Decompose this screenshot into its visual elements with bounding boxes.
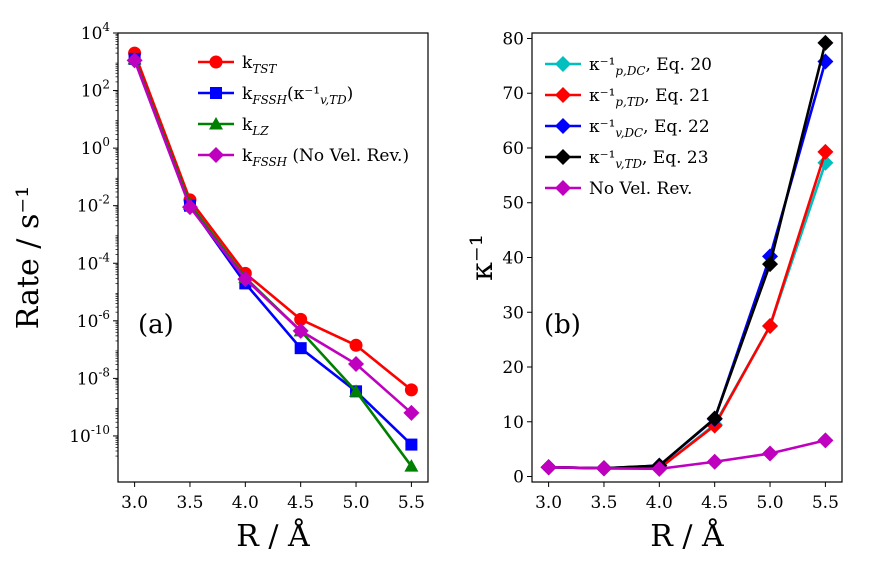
panel-b-x-tick-label: 3.0: [535, 493, 562, 513]
panel-b-series-line-p-td-eq-21: [548, 151, 827, 470]
panel-a-series-point-k-fssh-no-vel-rev: [348, 355, 365, 372]
panel-b-y-tick-label: 0: [513, 468, 524, 488]
panel-a-legend: kTST kFSSH(κ⁻¹v,TD) kLZ kFSSH (No Vel. Rev.…: [198, 53, 409, 169]
panel-b-series-point-no-vel-rev: [651, 460, 668, 477]
panel-a-y-tick-label: 10-2: [77, 193, 110, 217]
panel-b-series-line-v-td-eq-23: [548, 42, 827, 470]
panel-a-series-line-k-tst: [133, 52, 413, 391]
panel-b-series-line-no-vel-rev: [548, 439, 826, 471]
legend-label-v-td-eq-23: κ⁻¹v,TD, Eq. 23: [589, 148, 709, 171]
panel-b-series-point-no-vel-rev: [817, 432, 834, 449]
legend-label-p-dc-eq-20: κ⁻¹p,DC, Eq. 20: [589, 55, 712, 78]
legend-marker-v-dc-eq-22: [555, 118, 571, 134]
panel-b-x-tick-label: 4.5: [701, 493, 728, 513]
panel-a-y-tick-label: 10-4: [77, 250, 110, 274]
legend-marker-p-dc-eq-20: [555, 56, 571, 72]
panel-b-x-tick-label: 3.5: [590, 493, 617, 513]
panel-a-series-point-k-fssh-v-td: [294, 342, 307, 355]
panel-a-series-point-k-tst: [349, 338, 363, 352]
panel-a-y-tick-label: 102: [81, 78, 110, 102]
legend-marker-p-td-eq-21: [555, 87, 571, 103]
panel-b-series-point-no-vel-rev: [762, 445, 779, 462]
panel-b-series-point-v-td-eq-23: [762, 256, 779, 273]
panel-a-series-line-k-fssh-v-td: [133, 58, 413, 446]
panel-a-series-point-k-fssh-no-vel-rev: [181, 199, 198, 216]
panel-a-x-axis-title: R / Å: [236, 518, 310, 554]
panel-b-y-tick-label: 30: [502, 303, 524, 323]
panel-b-x-tick-label: 4.0: [646, 493, 673, 513]
panel-a-y-tick-label: 10-10: [69, 423, 110, 447]
panel-a-x-tick-label: 4.0: [232, 493, 259, 513]
panel-a-y-tick-label: 104: [81, 20, 110, 44]
legend-label-k-lz: kLZ: [242, 115, 269, 138]
panel-b-y-tick-label: 70: [502, 84, 524, 104]
legend-label-k-fssh-v-td: kFSSH(κ⁻¹v,TD): [242, 84, 353, 107]
panel-a-y-axis-title: Rate / s⁻¹: [11, 186, 46, 329]
panel-a-y-tick-label: 10-6: [77, 308, 110, 332]
panel-b-x-tick-label: 5.5: [812, 493, 839, 513]
legend-marker-v-td-eq-23: [555, 149, 571, 165]
panel-b-kappa-plot: 3.0 3.5 4.0 4.5 5.0 5.5 0 10 20 30 40 50 60 70 80 R / Å…: [465, 29, 843, 554]
panel-b-y-tick-label: 60: [502, 139, 524, 159]
legend-label-v-dc-eq-22: κ⁻¹v,DC, Eq. 22: [589, 117, 710, 140]
panel-a-series-point-k-fssh-no-vel-rev: [403, 404, 420, 421]
legend-label-p-td-eq-21: κ⁻¹p,TD, Eq. 21: [589, 86, 711, 109]
panel-b-y-tick-label: 20: [502, 358, 524, 378]
panel-a-label: (a): [138, 310, 174, 340]
panel-a-series-point-k-lz: [404, 459, 419, 472]
panel-b-series-point-p-td-eq-21: [762, 317, 779, 334]
panel-b-x-axis-title: R / Å: [650, 518, 724, 554]
panel-b-x-tick-label: 5.0: [757, 493, 784, 513]
panel-b-series-point-no-vel-rev: [706, 453, 723, 470]
legend-marker-k-fssh-no-vel-rev: [208, 147, 224, 163]
panel-a-frame: [117, 32, 429, 483]
legend-marker-no-vel-rev: [555, 180, 571, 196]
panel-a-series-line-k-fssh-no-vel-rev: [133, 59, 413, 414]
panel-a-x-tick-label: 4.5: [287, 493, 314, 513]
panel-b-series-point-v-td-eq-23: [706, 410, 723, 427]
panel-a-x-tick-label: 3.0: [121, 493, 148, 513]
legend-label-k-tst: kTST: [242, 53, 277, 76]
panel-a-y-tick-label: 100: [81, 135, 110, 159]
legend-marker-k-lz: [209, 117, 223, 130]
panel-b-y-tick-label: 40: [502, 249, 524, 269]
panel-b-y-tick-label: 50: [502, 194, 524, 214]
panel-a-series-point-k-lz: [349, 384, 364, 397]
panel-a-series-point-k-tst: [294, 312, 308, 326]
panel-b-series-point-p-td-eq-21: [817, 143, 834, 160]
panel-b-y-tick-label: 10: [502, 413, 524, 433]
panel-b-series-point-no-vel-rev: [540, 459, 557, 476]
legend-label-k-fssh-no-vel-rev: kFSSH (No Vel. Rev.): [242, 146, 409, 169]
panel-a-x-tick-label: 5.5: [398, 493, 425, 513]
panel-b-series-point-no-vel-rev: [595, 460, 612, 477]
panel-b-legend: κ⁻¹p,DC, Eq. 20 κ⁻¹p,TD, Eq. 21 κ⁻¹v,DC, E…: [545, 55, 712, 199]
panel-a-x-tick-label: 5.0: [343, 493, 370, 513]
legend-label-no-vel-rev: No Vel. Rev.: [589, 179, 692, 199]
legend-marker-k-fssh-v-td: [210, 87, 222, 99]
panel-a-series-point-k-fssh-no-vel-rev: [237, 271, 254, 288]
panel-b-label: (b): [544, 310, 581, 340]
legend-marker-k-tst: [209, 55, 223, 69]
panel-b-series-point-v-td-eq-23: [817, 34, 834, 51]
panel-a-x-tick-label: 3.5: [176, 493, 203, 513]
panel-a-series-point-k-tst: [404, 383, 418, 397]
panel-a-rate-plot: 3.0 3.5 4.0 4.5 5.0 5.5 104 102 100 10-2 10-4 10-6 1…: [11, 20, 429, 554]
panel-a-series-point-k-fssh-v-td: [405, 438, 418, 451]
panel-b-y-tick-label: 80: [502, 29, 524, 49]
panel-b-y-axis-title: κ⁻¹: [465, 234, 500, 281]
panel-a-series-point-k-fssh-no-vel-rev: [126, 52, 143, 69]
panel-a-y-tick-label: 10-8: [77, 365, 110, 389]
panel-a-series-point-k-fssh-no-vel-rev: [292, 322, 309, 339]
